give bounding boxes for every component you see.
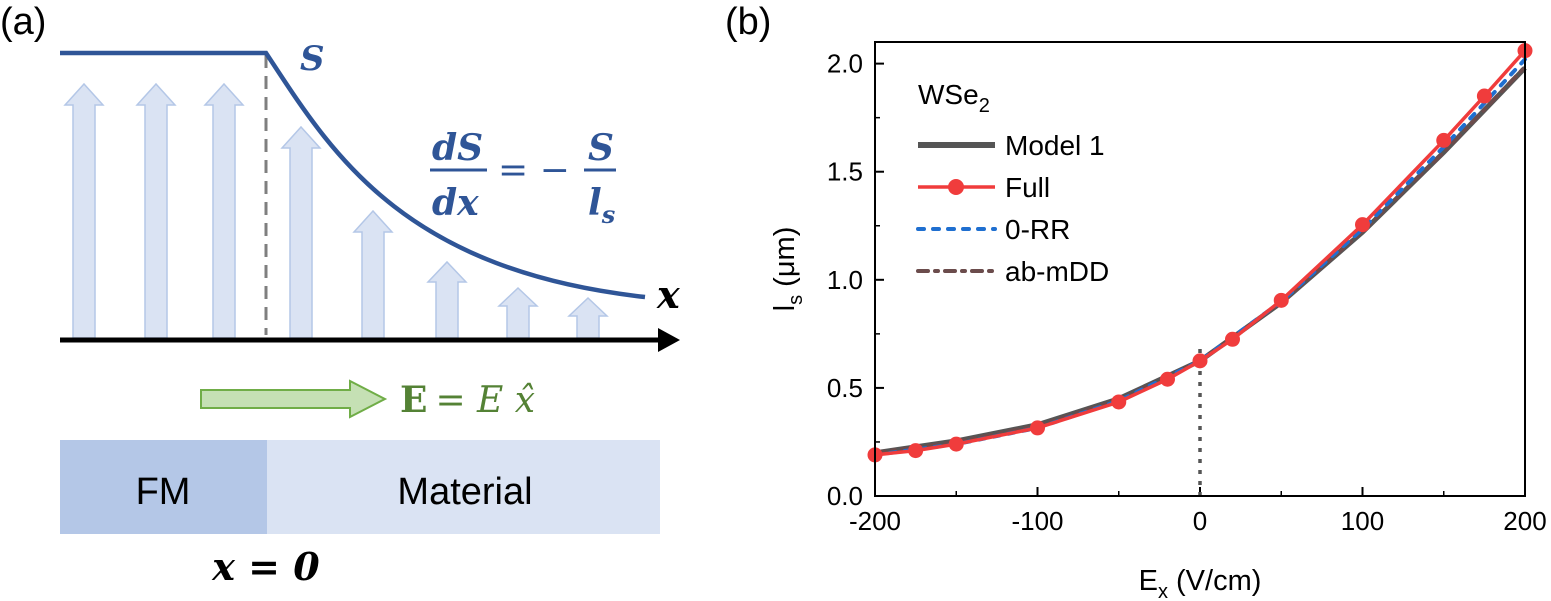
full-data-point xyxy=(908,443,924,459)
chart-ticks: -200 -100 0 100 200 0.0 0.5 1.0 1.5 2.0 xyxy=(827,49,1547,536)
full-data-point xyxy=(1111,394,1127,410)
spin-arrow xyxy=(63,82,105,339)
chart-series-group xyxy=(867,43,1533,463)
curve-label: S xyxy=(300,39,325,79)
panel-b-label: (b) xyxy=(725,1,771,43)
legend-entry-label: Model 1 xyxy=(1005,130,1105,161)
y-tick-label: 0.0 xyxy=(827,481,863,511)
spin-arrow xyxy=(567,296,609,339)
full-data-point xyxy=(1436,132,1452,148)
full-data-point xyxy=(1225,331,1240,347)
legend-entry-label: ab-mDD xyxy=(1005,256,1109,287)
material-box xyxy=(267,440,660,534)
legend-entry-label: Full xyxy=(1005,172,1050,203)
field-label: E = E x̂ xyxy=(400,379,535,421)
full-data-point xyxy=(948,436,964,452)
x-axis-label: x xyxy=(656,272,681,317)
chart-legend: WSe2 Model 1 Full 0-RR ab-mDD xyxy=(916,79,1109,287)
y-axis-title: ls (μm) xyxy=(769,227,807,312)
origin-label: x = 0 xyxy=(211,544,320,589)
x-tick-label: 0 xyxy=(1193,506,1207,536)
full-data-point xyxy=(1192,353,1208,369)
spin-arrow xyxy=(203,82,245,339)
spin-arrow xyxy=(135,82,177,339)
x-tick-label: 100 xyxy=(1341,506,1384,536)
decay-equation: dS dx = − S ls xyxy=(430,127,616,229)
x-axis-title: Ex (V/cm) xyxy=(1139,565,1262,601)
spin-arrow xyxy=(352,209,394,339)
spin-arrow xyxy=(426,260,468,339)
full-data-point xyxy=(1160,371,1175,387)
full-data-point xyxy=(1476,88,1492,104)
x-tick-label: -200 xyxy=(849,506,901,536)
y-tick-label: 1.0 xyxy=(827,265,863,295)
full-data-point xyxy=(1355,217,1370,233)
y-tick-label: 2.0 xyxy=(827,49,863,79)
legend-title: WSe2 xyxy=(918,79,990,117)
eq-den2: ls xyxy=(588,182,616,229)
spin-arrow xyxy=(497,286,539,339)
eq-num2: S xyxy=(588,127,614,169)
eq-num1: dS xyxy=(432,127,483,169)
spin-profile-curve xyxy=(60,50,646,300)
field-arrow xyxy=(200,379,388,419)
x-tick-label: -100 xyxy=(1011,506,1063,536)
panel-a-label: (a) xyxy=(0,1,46,43)
plot-frame xyxy=(874,41,1526,497)
full-data-point xyxy=(1030,420,1045,436)
x-axis-arrowhead xyxy=(658,328,680,352)
panel-a: (a) S dS dx = − S ls x xyxy=(0,1,681,589)
panel-b: (b) -200 -100 0 100 200 0.0 0.5 1.0 1.5 2.0 Ex (V… xyxy=(725,1,1547,601)
legend-entry-label: 0-RR xyxy=(1005,214,1070,245)
material-label: Material xyxy=(397,471,532,513)
legend-marker xyxy=(948,179,964,195)
eq-den1: dx xyxy=(432,182,479,224)
fm-box xyxy=(60,440,267,534)
y-tick-label: 1.5 xyxy=(827,157,863,187)
full-data-point xyxy=(1273,292,1289,308)
y-tick-label: 0.5 xyxy=(827,373,863,403)
x-tick-label: 200 xyxy=(1503,506,1546,536)
spin-arrow xyxy=(280,125,322,339)
spin-arrows xyxy=(63,82,609,339)
fm-label: FM xyxy=(136,471,191,513)
eq-equals: = − xyxy=(498,150,570,191)
